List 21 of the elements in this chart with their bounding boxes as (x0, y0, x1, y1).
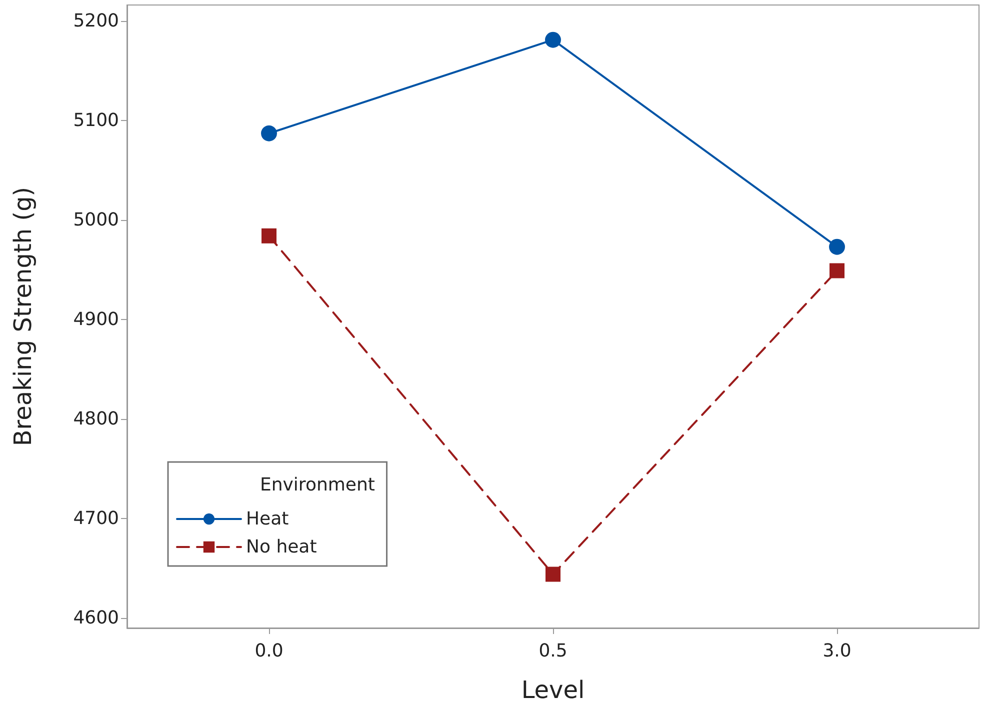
point (546, 566, 560, 582)
legend-label: Heat (246, 508, 289, 530)
y-tick-label: 5000 (73, 209, 119, 230)
point (829, 238, 845, 255)
y-tick-label: 4700 (73, 508, 119, 530)
x-tick-label: 0.5 (538, 640, 568, 662)
legend-title: Environment (260, 474, 375, 496)
y-tick-label: 4800 (73, 408, 119, 430)
point (262, 228, 276, 244)
y-tick-label: 4600 (73, 608, 119, 629)
x-axis-title: Level (521, 676, 585, 704)
legend-label: No heat (246, 536, 317, 558)
y-tick-label: 5200 (73, 10, 119, 32)
point (545, 32, 561, 48)
point (261, 125, 277, 142)
x-tick-label: 3.0 (822, 640, 852, 662)
x-tick-label: 0.0 (254, 640, 284, 662)
y-axis-title: Breaking Strength (g) (9, 186, 37, 446)
y-tick-label: 4900 (73, 308, 119, 330)
y-tick-label: 5100 (73, 110, 119, 131)
point (830, 263, 844, 278)
